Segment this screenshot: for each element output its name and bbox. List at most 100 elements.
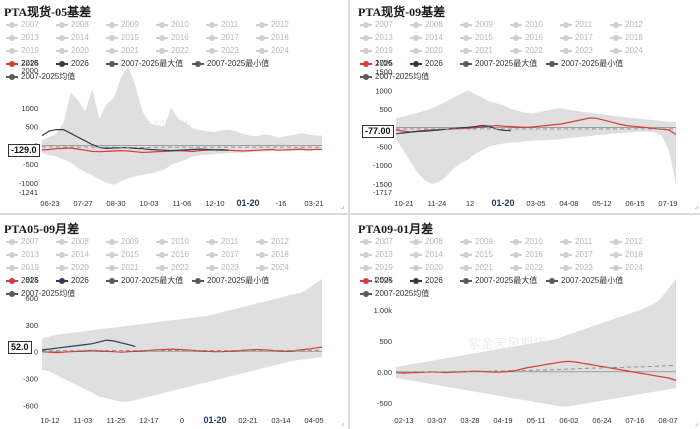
legend-item-2007-2025最小值[interactable]: 2007-2025最小值 bbox=[546, 57, 632, 70]
legend-item-2007-2025均值[interactable]: 2007-2025均值 bbox=[360, 287, 446, 300]
legend-item-2023[interactable]: 2023 bbox=[560, 261, 610, 274]
legend-item-2009[interactable]: 2009 bbox=[460, 235, 510, 248]
legend-item-2011[interactable]: 2011 bbox=[560, 235, 610, 248]
legend-item-2026[interactable]: 2026 bbox=[410, 57, 460, 70]
resize-handle-icon[interactable]: ⌟ bbox=[340, 203, 344, 210]
legend-item-2007-2025均值[interactable]: 2007-2025均值 bbox=[360, 70, 446, 83]
legend-item-2010[interactable]: 2010 bbox=[510, 235, 560, 248]
legend-item-2014[interactable]: 2014 bbox=[56, 31, 106, 44]
legend-item-2021[interactable]: 2021 bbox=[106, 44, 156, 57]
legend-item-2014[interactable]: 2014 bbox=[410, 31, 460, 44]
legend-item-2009[interactable]: 2009 bbox=[106, 235, 156, 248]
legend-item-2024[interactable]: 2024 bbox=[256, 261, 306, 274]
legend-item-2014[interactable]: 2014 bbox=[410, 248, 460, 261]
legend-item-2010[interactable]: 2010 bbox=[510, 18, 560, 31]
legend-item-2018[interactable]: 2018 bbox=[256, 248, 306, 261]
legend-item-2025[interactable]: 2025 bbox=[360, 274, 410, 287]
legend-item-2019[interactable]: 2019 bbox=[6, 261, 56, 274]
resize-handle-icon[interactable]: ⌟ bbox=[694, 203, 698, 210]
legend-item-2025[interactable]: 2025 bbox=[6, 274, 56, 287]
legend-item-2008[interactable]: 2008 bbox=[410, 235, 460, 248]
legend-item-2026[interactable]: 2026 bbox=[56, 274, 106, 287]
legend-item-2016[interactable]: 2016 bbox=[156, 248, 206, 261]
legend-item-2012[interactable]: 2012 bbox=[256, 18, 306, 31]
legend-item-2016[interactable]: 2016 bbox=[156, 31, 206, 44]
legend-item-2021[interactable]: 2021 bbox=[460, 261, 510, 274]
legend-item-2017[interactable]: 2017 bbox=[206, 31, 256, 44]
legend-item-2016[interactable]: 2016 bbox=[510, 31, 560, 44]
legend-item-2009[interactable]: 2009 bbox=[460, 18, 510, 31]
legend-item-2015[interactable]: 2015 bbox=[460, 31, 510, 44]
legend-label: 2008 bbox=[425, 237, 443, 246]
legend-item-2013[interactable]: 2013 bbox=[6, 248, 56, 261]
legend-item-2009[interactable]: 2009 bbox=[106, 18, 156, 31]
legend-label: 2025 bbox=[375, 276, 393, 285]
legend-item-2007-2025最大值[interactable]: 2007-2025最大值 bbox=[460, 57, 546, 70]
legend-item-2007[interactable]: 2007 bbox=[6, 235, 56, 248]
legend-item-2018[interactable]: 2018 bbox=[610, 248, 660, 261]
legend-item-2007-2025均值[interactable]: 2007-2025均值 bbox=[6, 287, 92, 300]
legend-item-2022[interactable]: 2022 bbox=[156, 261, 206, 274]
legend-item-2019[interactable]: 2019 bbox=[360, 261, 410, 274]
legend-item-2010[interactable]: 2010 bbox=[156, 18, 206, 31]
legend-item-2015[interactable]: 2015 bbox=[460, 248, 510, 261]
resize-handle-icon[interactable]: ⌟ bbox=[694, 420, 698, 427]
legend-item-2012[interactable]: 2012 bbox=[256, 235, 306, 248]
legend-item-2024[interactable]: 2024 bbox=[610, 44, 660, 57]
legend-item-2007-2025最小值[interactable]: 2007-2025最小值 bbox=[546, 274, 632, 287]
legend-item-2010[interactable]: 2010 bbox=[156, 235, 206, 248]
legend-item-2007-2025最大值[interactable]: 2007-2025最大值 bbox=[460, 274, 546, 287]
legend-item-2013[interactable]: 2013 bbox=[360, 248, 410, 261]
legend-item-2011[interactable]: 2011 bbox=[206, 235, 256, 248]
legend-item-2011[interactable]: 2011 bbox=[560, 18, 610, 31]
legend-item-2007-2025最大值[interactable]: 2007-2025最大值 bbox=[106, 274, 192, 287]
legend-item-2012[interactable]: 2012 bbox=[610, 18, 660, 31]
legend-item-2020[interactable]: 2020 bbox=[56, 44, 106, 57]
legend-item-2021[interactable]: 2021 bbox=[106, 261, 156, 274]
legend-item-2020[interactable]: 2020 bbox=[410, 44, 460, 57]
legend-item-2021[interactable]: 2021 bbox=[460, 44, 510, 57]
legend-item-2023[interactable]: 2023 bbox=[206, 261, 256, 274]
legend-item-2024[interactable]: 2024 bbox=[610, 261, 660, 274]
legend-item-2020[interactable]: 2020 bbox=[56, 261, 106, 274]
legend-item-2017[interactable]: 2017 bbox=[206, 248, 256, 261]
resize-handle-icon[interactable]: ⌟ bbox=[340, 420, 344, 427]
legend-item-2013[interactable]: 2013 bbox=[360, 31, 410, 44]
legend-item-2008[interactable]: 2008 bbox=[56, 235, 106, 248]
legend-item-2007[interactable]: 2007 bbox=[6, 18, 56, 31]
legend-item-2017[interactable]: 2017 bbox=[560, 248, 610, 261]
legend-item-2007-2025均值[interactable]: 2007-2025均值 bbox=[6, 70, 92, 83]
legend-item-2023[interactable]: 2023 bbox=[560, 44, 610, 57]
legend-item-2025[interactable]: 2025 bbox=[6, 57, 56, 70]
legend-item-2007-2025最小值[interactable]: 2007-2025最小值 bbox=[192, 57, 278, 70]
legend-item-2019[interactable]: 2019 bbox=[6, 44, 56, 57]
legend-item-2015[interactable]: 2015 bbox=[106, 248, 156, 261]
legend-item-2026[interactable]: 2026 bbox=[56, 57, 106, 70]
legend-item-2020[interactable]: 2020 bbox=[410, 261, 460, 274]
legend-item-2022[interactable]: 2022 bbox=[510, 44, 560, 57]
current-value-badge: -129.0 bbox=[8, 144, 40, 158]
legend-item-2012[interactable]: 2012 bbox=[610, 235, 660, 248]
legend-item-2015[interactable]: 2015 bbox=[106, 31, 156, 44]
legend-item-2007[interactable]: 2007 bbox=[360, 235, 410, 248]
legend-item-2014[interactable]: 2014 bbox=[56, 248, 106, 261]
y-tick-label: 300 bbox=[25, 321, 38, 330]
legend-item-2007-2025最大值[interactable]: 2007-2025最大值 bbox=[106, 57, 192, 70]
legend-item-2022[interactable]: 2022 bbox=[510, 261, 560, 274]
legend-item-2023[interactable]: 2023 bbox=[206, 44, 256, 57]
legend-item-2017[interactable]: 2017 bbox=[560, 31, 610, 44]
legend-item-2011[interactable]: 2011 bbox=[206, 18, 256, 31]
legend-item-2022[interactable]: 2022 bbox=[156, 44, 206, 57]
legend-item-2013[interactable]: 2013 bbox=[6, 31, 56, 44]
legend-item-2025[interactable]: 2025 bbox=[360, 57, 410, 70]
legend-item-2026[interactable]: 2026 bbox=[410, 274, 460, 287]
legend-item-2024[interactable]: 2024 bbox=[256, 44, 306, 57]
legend-item-2018[interactable]: 2018 bbox=[256, 31, 306, 44]
legend-item-2019[interactable]: 2019 bbox=[360, 44, 410, 57]
legend-item-2007-2025最小值[interactable]: 2007-2025最小值 bbox=[192, 274, 278, 287]
legend-item-2008[interactable]: 2008 bbox=[56, 18, 106, 31]
legend-item-2016[interactable]: 2016 bbox=[510, 248, 560, 261]
legend-item-2018[interactable]: 2018 bbox=[610, 31, 660, 44]
legend-item-2007[interactable]: 2007 bbox=[360, 18, 410, 31]
legend-item-2008[interactable]: 2008 bbox=[410, 18, 460, 31]
